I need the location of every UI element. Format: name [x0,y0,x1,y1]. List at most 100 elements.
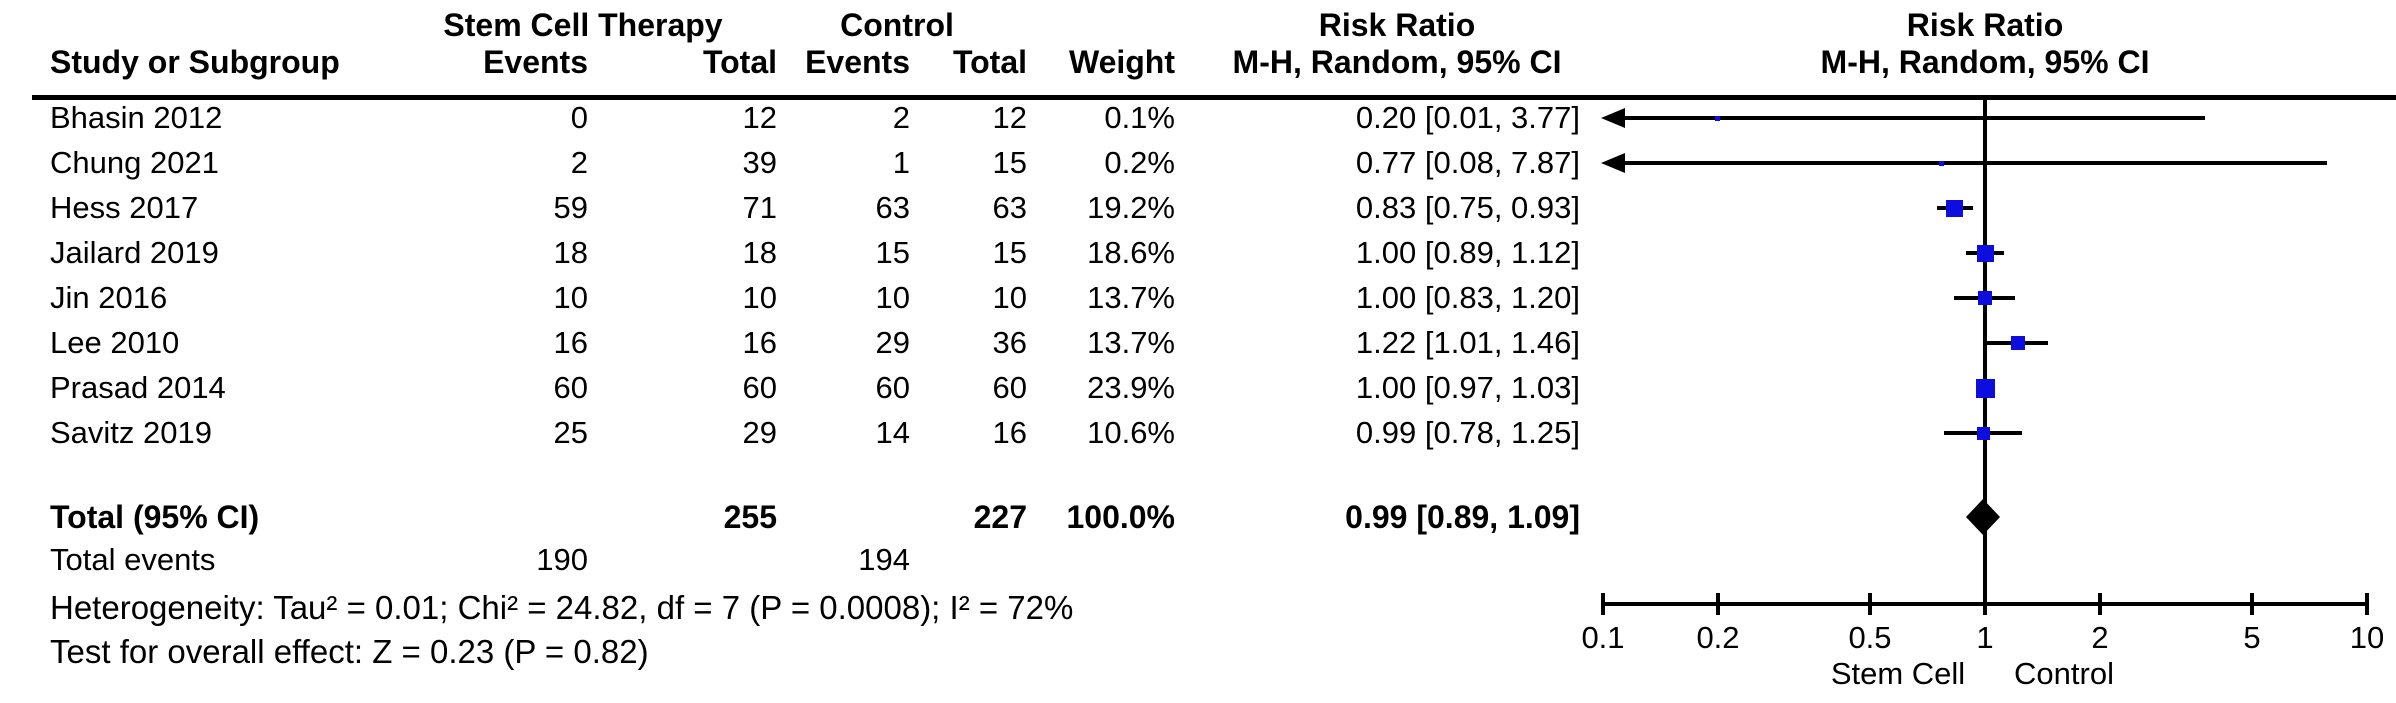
axis-tick [1716,593,1720,615]
total-events-sc: 190 [536,542,588,577]
total-c-total: 227 [973,499,1027,535]
effect-title-plot-column: Risk Ratio [1906,7,2064,43]
cell-sc-events: 16 [553,325,588,360]
cell-c-events: 1 [892,145,910,180]
cell-ci-label: 0.20 [0.01, 3.77] [1355,100,1580,135]
axis-tick [2365,593,2369,615]
total-sc-total: 255 [723,499,777,535]
axis-tick-label: 0.1 [1581,620,1625,655]
favours-left-label: Stem Cell [1830,656,1966,691]
cell-c-total: 10 [992,280,1027,315]
cell-study: Savitz 2019 [50,415,212,450]
cell-ci-label: 1.00 [0.89, 1.12] [1355,235,1580,270]
col-header-total-ctl: Total [952,44,1027,80]
cell-weight: 0.1% [1104,100,1175,135]
cell-c-total: 16 [992,415,1027,450]
axis-tick [1983,593,1987,615]
axis-tick-label: 10 [2349,620,2385,655]
effect-marker [1977,427,1990,440]
cell-sc-events: 2 [570,145,588,180]
total-weight: 100.0% [1066,499,1175,535]
cell-study: Jin 2016 [50,280,168,315]
total-row-label: Total (95% CI) [50,499,260,535]
total-events-label: Total events [50,542,216,577]
cell-sc-events: 25 [553,415,588,450]
overall-effect-line: Test for overall effect: Z = 0.23 (P = 0… [50,633,649,670]
cell-c-total: 60 [992,370,1027,405]
effect-marker [1978,291,1992,305]
cell-sc-total: 29 [742,415,777,450]
axis-tick-label: 0.5 [1848,620,1892,655]
effect-title-text-column: Risk Ratio [1318,7,1476,43]
ci-line [1607,161,2327,165]
heterogeneity-line: Heterogeneity: Tau² = 0.01; Chi² = 24.82… [50,589,1074,626]
header-rule [32,95,2396,100]
cell-c-events: 10 [875,280,910,315]
effect-marker [1715,116,1720,121]
col-header-total-exp: Total [702,44,777,80]
col-header-weight: Weight [1068,44,1175,80]
cell-sc-total: 10 [742,280,777,315]
cell-weight: 19.2% [1087,190,1175,225]
axis-tick-label: 1 [1976,620,1994,655]
favours-right-label: Control [2014,656,2114,691]
cell-c-events: 29 [875,325,910,360]
cell-c-events: 14 [875,415,910,450]
axis-tick-label: 5 [2243,620,2261,655]
cell-sc-total: 39 [742,145,777,180]
cell-sc-events: 0 [570,100,588,135]
ci-line [1607,116,2205,120]
cell-sc-total: 16 [742,325,777,360]
cell-ci-label: 0.99 [0.78, 1.25] [1355,415,1580,450]
cell-ci-label: 1.00 [0.97, 1.03] [1355,370,1580,405]
cell-sc-events: 60 [553,370,588,405]
cell-sc-total: 60 [742,370,777,405]
cell-c-total: 36 [992,325,1027,360]
cell-study: Lee 2010 [50,325,180,360]
axis-tick [1868,593,1872,615]
cell-weight: 13.7% [1087,280,1175,315]
effect-marker [2011,336,2025,350]
cell-sc-events: 10 [553,280,588,315]
total-events-c: 194 [858,542,910,577]
cell-study: Chung 2021 [50,145,219,180]
col-header-ci-text: M-H, Random, 95% CI [1232,44,1562,80]
cell-study: Prasad 2014 [50,370,226,405]
summary-diamond [1966,499,2000,535]
cell-c-events: 60 [875,370,910,405]
ci-left-arrow-icon [1601,153,1625,173]
effect-marker [1946,200,1963,217]
cell-sc-total: 18 [742,235,777,270]
cell-weight: 0.2% [1104,145,1175,180]
cell-sc-total: 71 [742,190,777,225]
cell-c-total: 12 [992,100,1027,135]
axis-tick-label: 0.2 [1696,620,1740,655]
effect-marker [1939,161,1944,166]
cell-c-total: 63 [992,190,1027,225]
axis-tick-label: 2 [2091,620,2109,655]
cell-weight: 13.7% [1087,325,1175,360]
cell-weight: 23.9% [1087,370,1175,405]
axis-tick [2250,593,2254,615]
group-header-control: Control [840,7,954,43]
col-header-events-ctl: Events [805,44,910,80]
cell-c-total: 15 [992,145,1027,180]
cell-study: Bhasin 2012 [50,100,223,135]
cell-weight: 18.6% [1087,235,1175,270]
cell-ci-label: 1.22 [1.01, 1.46] [1355,325,1580,360]
col-header-study: Study or Subgroup [50,44,340,80]
ci-left-arrow-icon [1601,108,1625,128]
axis-tick [2098,593,2102,615]
cell-ci-label: 0.83 [0.75, 0.93] [1355,190,1580,225]
effect-marker [1976,379,1995,398]
cell-ci-label: 1.00 [0.83, 1.20] [1355,280,1580,315]
cell-sc-events: 59 [553,190,588,225]
axis-tick [1601,593,1605,615]
cell-c-events: 63 [875,190,910,225]
effect-marker [1977,245,1994,262]
cell-c-events: 2 [892,100,910,135]
cell-weight: 10.6% [1087,415,1175,450]
col-header-ci-plot: M-H, Random, 95% CI [1820,44,2150,80]
no-effect-line [1983,100,1987,604]
